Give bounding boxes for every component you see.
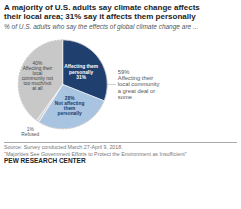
svg-text:40%Affecting theirlocalcommuni: 40%Affecting theirlocalcommunity nottoo …	[22, 61, 54, 91]
svg-text:59%Affecting theirlocal commun: 59%Affecting theirlocal communitya great…	[118, 69, 160, 101]
html-text:Source: Survey conducted March: Source: Survey conducted March 27-April …	[4, 144, 187, 157]
svg-text:28%Not affectingthempersonally: 28%Not affectingthempersonally	[55, 96, 85, 116]
html-text:A majority of U.S. adults say: A majority of U.S. adults say climate ch…	[4, 3, 200, 22]
html-text:PEW RESEARCH CENTER: PEW RESEARCH CENTER	[4, 157, 86, 164]
svg-text:Affecting thempersonally31%: Affecting thempersonally31%	[64, 65, 98, 80]
svg-text:1%Refused: 1%Refused	[21, 127, 39, 137]
html-text:% of U.S. adults who say the e: % of U.S. adults who say the effects of …	[4, 23, 199, 31]
